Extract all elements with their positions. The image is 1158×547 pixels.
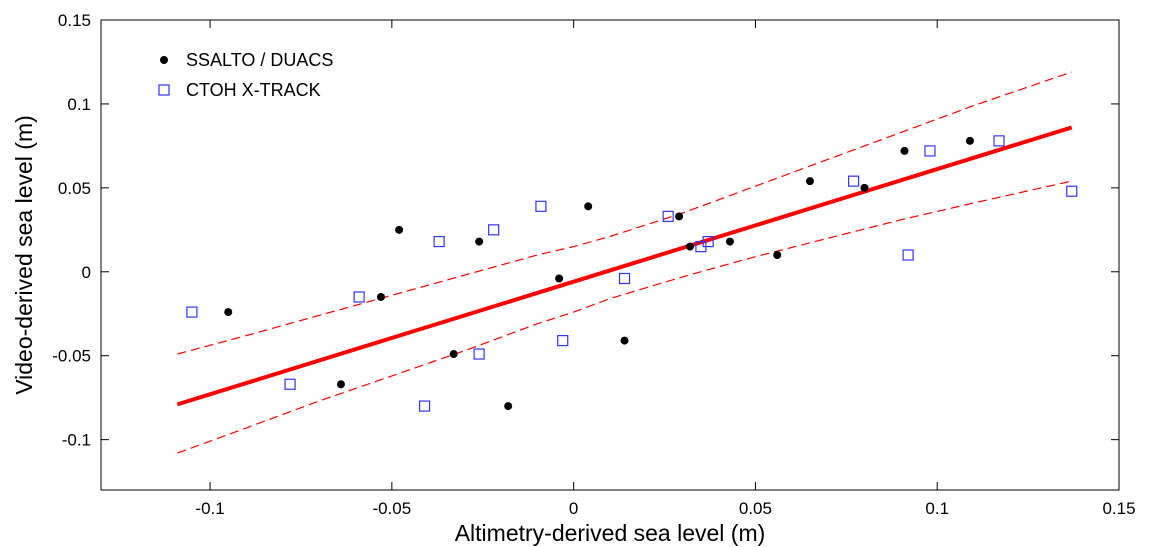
- y-ticks-group: -0.1 -0.05 0 0.05 0.1 0.15: [52, 11, 1119, 450]
- y-tick-label: 0.15: [58, 11, 91, 30]
- point-ctoh-xtrack: [535, 200, 547, 212]
- x-tick-label: -0.05: [372, 499, 411, 518]
- confidence-band-lower: [177, 180, 1072, 454]
- point-ssalto-duacs: [805, 177, 814, 186]
- point-ssalto-duacs: [555, 274, 564, 283]
- point-ctoh-xtrack: [924, 145, 936, 157]
- point-ssalto-duacs: [376, 292, 385, 301]
- point-ctoh-xtrack: [284, 378, 296, 390]
- legend-label-ssalto-duacs: SSALTO / DUACS: [186, 50, 333, 70]
- point-ssalto-duacs: [395, 225, 404, 234]
- point-ctoh-xtrack: [473, 348, 485, 360]
- x-ticks-group: -0.1 -0.05 0 0.05 0.1 0.15: [195, 20, 1136, 518]
- legend: SSALTO / DUACS CTOH X-TRACK: [158, 50, 333, 100]
- point-ssalto-duacs: [900, 146, 909, 155]
- legend-marker-ssalto-duacs: [160, 56, 168, 64]
- fit-line: [176, 125, 1073, 407]
- point-ssalto-duacs: [504, 402, 513, 411]
- point-ctoh-xtrack: [847, 175, 860, 187]
- point-ctoh-xtrack: [618, 272, 631, 285]
- x-tick-label: 0.15: [1102, 499, 1135, 518]
- y-tick-label: 0.05: [58, 179, 91, 198]
- point-ssalto-duacs: [773, 251, 782, 259]
- confidence-band-upper: [177, 71, 1072, 355]
- point-ssalto-duacs: [336, 380, 345, 389]
- x-tick-label: 0.1: [925, 499, 949, 518]
- point-ssalto-duacs: [475, 237, 484, 246]
- point-ctoh-xtrack: [702, 235, 714, 248]
- x-axis-label: Altimetry-derived sea level (m): [455, 520, 766, 546]
- point-ssalto-duacs: [449, 350, 458, 359]
- point-ctoh-xtrack: [902, 249, 914, 261]
- legend-label-ctoh-xtrack: CTOH X-TRACK: [186, 80, 321, 100]
- data-points-group: [186, 135, 1078, 412]
- point-ctoh-xtrack: [353, 291, 365, 303]
- fit-line-group: [176, 125, 1073, 407]
- x-tick-label: 0: [569, 499, 578, 518]
- point-ssalto-duacs: [685, 242, 694, 251]
- point-ssalto-duacs: [860, 183, 869, 192]
- point-ctoh-xtrack: [488, 224, 500, 236]
- point-ssalto-duacs: [725, 237, 734, 246]
- axes-frame: [100, 19, 1120, 491]
- point-ctoh-xtrack: [433, 235, 445, 248]
- x-tick-label: -0.1: [195, 499, 224, 518]
- point-ctoh-xtrack: [557, 335, 569, 347]
- y-tick-label: 0.1: [67, 95, 91, 114]
- point-ctoh-xtrack: [662, 210, 674, 222]
- confidence-band-group: [177, 71, 1072, 454]
- x-tick-label: 0.05: [739, 499, 772, 518]
- legend-marker-ctoh-xtrack: [158, 84, 170, 96]
- point-ssalto-duacs: [584, 202, 593, 211]
- point-ctoh-xtrack: [186, 306, 198, 318]
- point-ctoh-xtrack: [1066, 185, 1078, 197]
- point-ctoh-xtrack: [418, 400, 431, 412]
- point-ssalto-duacs: [675, 212, 684, 221]
- y-tick-label: 0: [82, 263, 91, 282]
- point-ssalto-duacs: [620, 336, 629, 345]
- y-tick-label: -0.1: [62, 431, 91, 450]
- y-axis-label: Video-derived sea level (m): [11, 115, 37, 395]
- y-tick-label: -0.05: [52, 347, 91, 366]
- point-ssalto-duacs: [965, 136, 974, 145]
- point-ssalto-duacs: [224, 308, 233, 317]
- point-ctoh-xtrack: [993, 135, 1005, 147]
